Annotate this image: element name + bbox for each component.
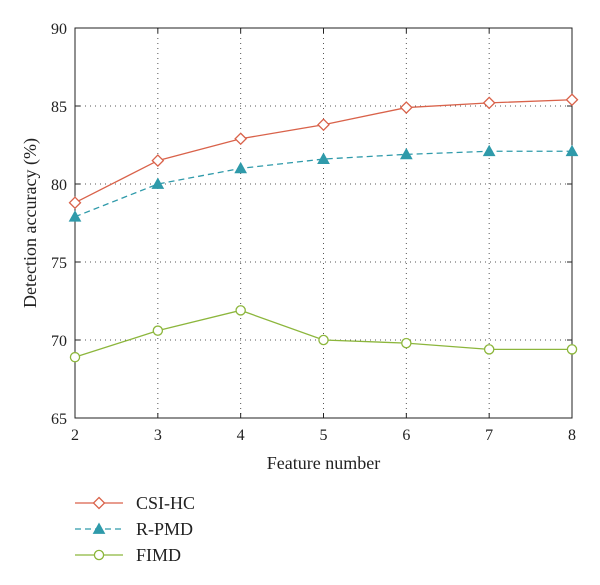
x-tick-label: 3: [154, 427, 162, 444]
y-tick-label: 90: [51, 21, 67, 38]
axis-ticks: 2 3 4 5 6 7 8 65 70 75 80 85 90: [51, 21, 576, 444]
series-lines: [68, 93, 579, 363]
data-point: [235, 305, 246, 316]
y-tick-label: 80: [51, 177, 67, 194]
data-point: [401, 337, 412, 349]
data-point: [565, 93, 579, 107]
x-tick-label: 7: [485, 427, 493, 444]
legend-item: FIMD: [75, 545, 181, 565]
legend-label: FIMD: [136, 545, 181, 565]
data-point: [69, 351, 81, 363]
data-point: [483, 344, 495, 355]
y-axis-label: Detection accuracy (%): [20, 138, 41, 308]
x-tick-label: 8: [568, 427, 576, 444]
y-tick-label: 65: [51, 411, 67, 428]
series-r-pmd: [68, 144, 579, 222]
grid-lines: [75, 28, 572, 418]
data-point: [399, 101, 413, 114]
y-tick-label: 85: [51, 99, 67, 116]
data-point: [566, 344, 578, 355]
data-point: [68, 196, 82, 210]
legend-marker: [92, 496, 106, 510]
x-axis-label: Feature number: [267, 453, 380, 473]
data-point: [565, 144, 579, 157]
data-point: [234, 132, 248, 146]
data-point: [482, 96, 496, 110]
data-point: [151, 177, 165, 189]
data-point: [317, 118, 330, 132]
x-tick-label: 2: [71, 427, 79, 444]
series-csi-hc: [68, 93, 579, 210]
data-point: [68, 210, 82, 222]
data-point: [234, 161, 248, 174]
legend-marker: [92, 522, 106, 534]
legend-item: CSI-HC: [75, 493, 195, 513]
y-tick-label: 70: [51, 333, 67, 350]
data-point: [152, 325, 164, 336]
x-tick-label: 4: [237, 427, 245, 444]
data-point: [151, 154, 165, 168]
y-tick-label: 75: [51, 255, 67, 272]
data-point: [399, 147, 413, 160]
legend-label: CSI-HC: [136, 493, 195, 513]
x-tick-label: 5: [320, 427, 328, 444]
data-point: [482, 144, 496, 157]
data-point: [318, 334, 329, 346]
legend-label: R-PMD: [136, 519, 193, 539]
x-tick-label: 6: [402, 427, 410, 444]
data-point: [317, 152, 330, 164]
legend-marker: [93, 549, 105, 561]
legend-item: R-PMD: [75, 519, 193, 539]
legend: CSI-HC R-PMD FIMD: [75, 493, 195, 565]
series-fimd: [69, 305, 578, 363]
